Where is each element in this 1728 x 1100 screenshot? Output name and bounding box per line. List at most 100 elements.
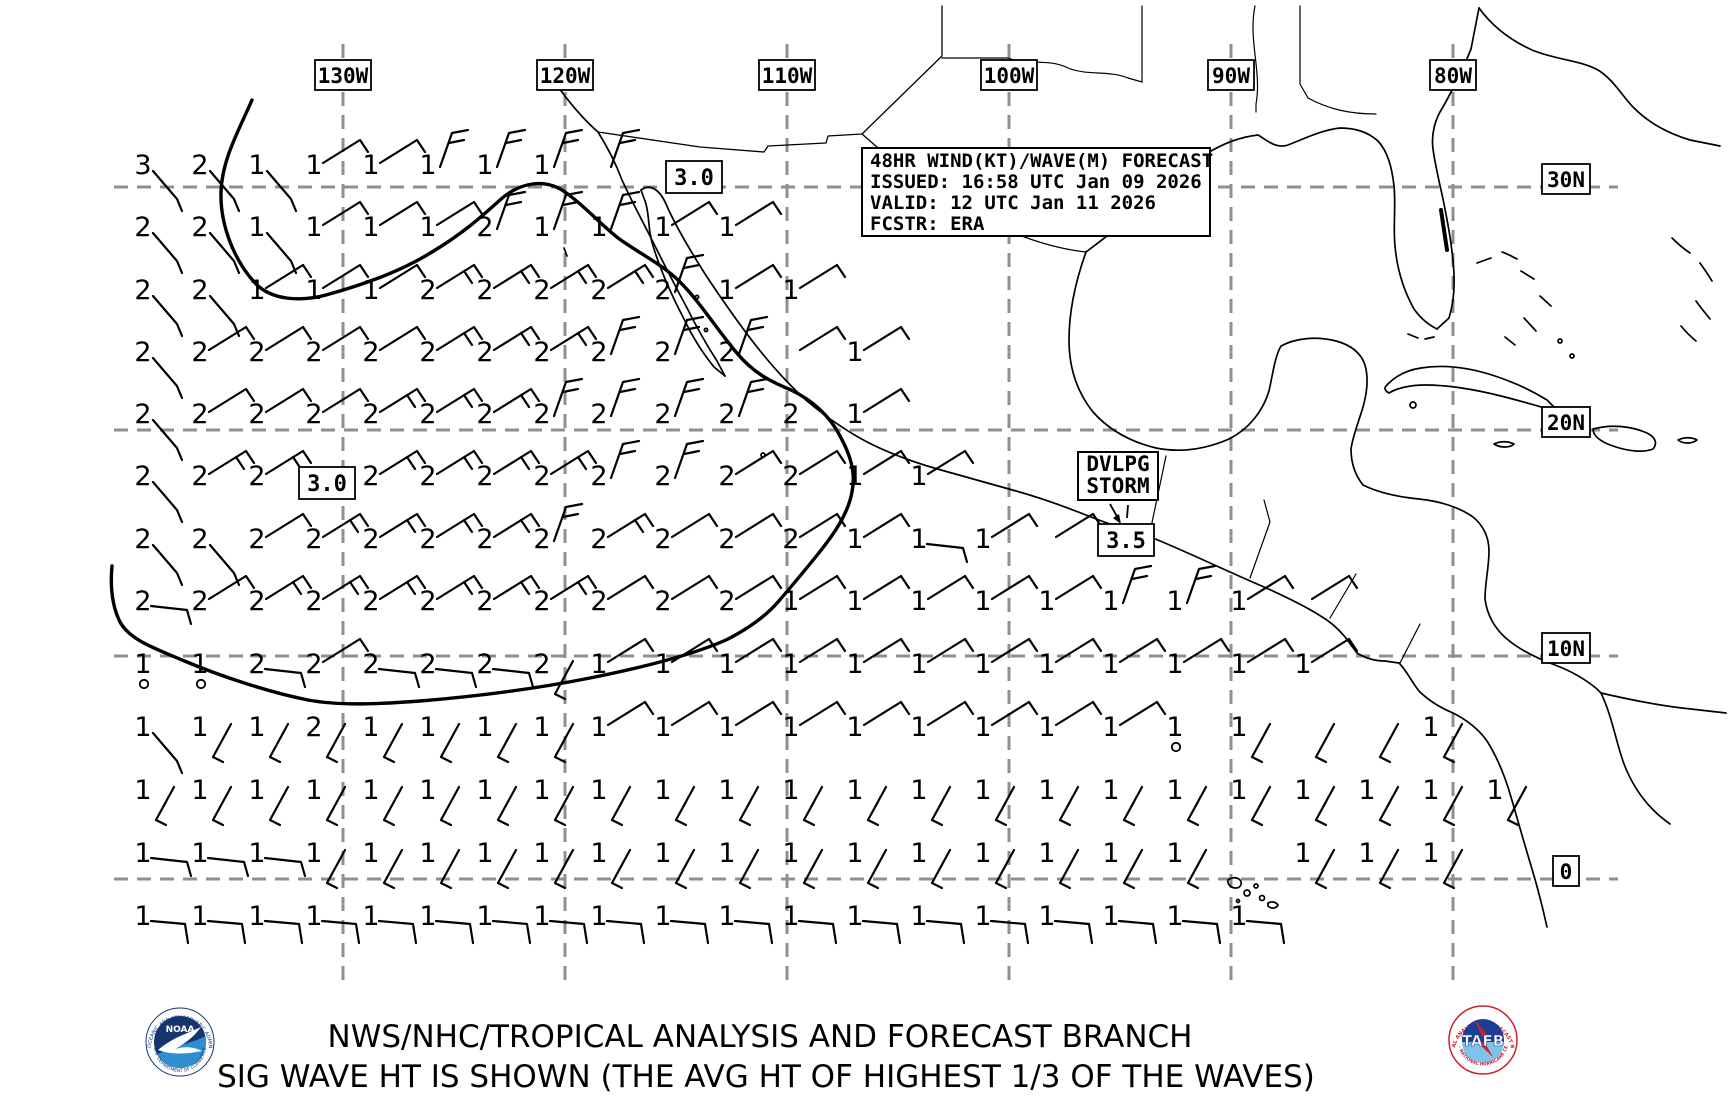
wind-barb-icon bbox=[492, 325, 541, 352]
wind-barb-cell: 1 bbox=[846, 325, 911, 368]
wind-barb-cell: 2 bbox=[590, 574, 655, 617]
wind-barb-icon bbox=[268, 785, 290, 827]
wind-barb-icon bbox=[606, 700, 655, 727]
wind-barb-icon bbox=[738, 785, 760, 827]
wave-height-value: 1 bbox=[1166, 712, 1183, 743]
wave-height-value: 1 bbox=[1230, 586, 1247, 617]
wind-barb-icon bbox=[1054, 637, 1103, 664]
wave-height-value: 2 bbox=[718, 586, 735, 617]
wave-height-value: 1 bbox=[910, 461, 927, 492]
wind-barb-cell: 1 bbox=[305, 200, 370, 243]
wind-barb-icon bbox=[1378, 785, 1400, 827]
wind-barb-cell: 2 bbox=[533, 574, 598, 617]
wind-barb-cell: 1 bbox=[846, 512, 911, 555]
wind-barb-icon bbox=[154, 785, 176, 827]
wind-barb-cell: 1 bbox=[846, 387, 911, 430]
wind-barb-icon bbox=[264, 512, 313, 539]
wind-barb-icon bbox=[492, 387, 541, 414]
wind-barb-cell: 1 bbox=[718, 637, 783, 680]
wave-height-value: 2 bbox=[476, 649, 493, 680]
wave-contour-label: 3.0 bbox=[307, 472, 347, 497]
wind-barb-cell: 2 bbox=[362, 512, 427, 555]
wave-height-value: 2 bbox=[134, 586, 151, 617]
wave-height-value: 1 bbox=[974, 524, 991, 555]
wave-height-value: 1 bbox=[362, 212, 379, 243]
wave-height-value: 1 bbox=[718, 712, 735, 743]
wind-barb-icon bbox=[207, 574, 256, 601]
wind-barb-icon bbox=[321, 325, 370, 352]
wind-barb-icon bbox=[1118, 700, 1167, 727]
wind-barb-icon bbox=[1245, 919, 1286, 945]
wind-barb-icon bbox=[606, 637, 655, 664]
wind-barb-cell: 1 bbox=[910, 775, 952, 827]
wave-height-value: 1 bbox=[590, 212, 607, 243]
wave-height-value: 2 bbox=[533, 524, 550, 555]
wave-height-value: 1 bbox=[846, 775, 863, 806]
wind-barb-cell: 1 bbox=[846, 775, 888, 827]
wind-barb-icon bbox=[1181, 919, 1222, 945]
wind-barb-icon bbox=[925, 542, 969, 564]
wave-height-value: 2 bbox=[419, 649, 436, 680]
wind-barb-cell: 1 bbox=[476, 901, 532, 945]
wave-height-value: 2 bbox=[305, 399, 322, 430]
wind-barb-icon bbox=[265, 231, 298, 275]
wave-height-value: 1 bbox=[419, 901, 436, 932]
wind-barb-icon bbox=[925, 919, 966, 945]
wave-height-value: 1 bbox=[1294, 838, 1311, 869]
wind-barb-icon bbox=[862, 700, 911, 727]
wave-height-value: 2 bbox=[782, 461, 799, 492]
wave-height-value: 1 bbox=[419, 212, 436, 243]
coast-florida-keys bbox=[1407, 333, 1435, 340]
latitude-label-box bbox=[1541, 406, 1591, 438]
wave-height-value: 1 bbox=[782, 775, 799, 806]
wave-height-value: 1 bbox=[846, 461, 863, 492]
wind-barb-icon bbox=[149, 604, 193, 626]
wave-height-value: 2 bbox=[191, 461, 208, 492]
wave-height-value: 1 bbox=[1294, 775, 1311, 806]
wave-height-value: 1 bbox=[718, 775, 735, 806]
wind-barb-cell: 2 bbox=[654, 512, 719, 555]
wind-barb-cell bbox=[1378, 722, 1400, 764]
wind-barb-icon bbox=[1246, 637, 1295, 664]
wind-barb-icon bbox=[606, 263, 655, 290]
wind-barb-cell: 1 bbox=[590, 637, 655, 680]
wind-barb-icon bbox=[495, 128, 527, 169]
wind-barb-cell: 1 bbox=[910, 700, 975, 743]
wind-barb-icon bbox=[378, 263, 427, 290]
wave-height-value: 2 bbox=[191, 275, 208, 306]
wind-barb-icon bbox=[549, 574, 598, 601]
wind-barb-icon bbox=[862, 449, 911, 476]
coast-florida-east bbox=[1431, 7, 1480, 330]
wave-height-value: 1 bbox=[1038, 586, 1055, 617]
wave-height-value: 1 bbox=[191, 901, 208, 932]
wind-barb-icon bbox=[1250, 785, 1272, 827]
wind-barb-icon bbox=[435, 263, 484, 290]
longitude-label-80W: 80W bbox=[1434, 64, 1472, 88]
wind-barb-icon bbox=[549, 263, 598, 290]
wave-height-value: 2 bbox=[533, 649, 550, 680]
wind-barb-icon bbox=[798, 325, 847, 352]
longitude-label-box bbox=[758, 59, 816, 91]
wind-barb-cell: 1 bbox=[1166, 564, 1217, 617]
wind-barb-cell: 2 bbox=[533, 502, 584, 555]
wind-barb-cell: 1 bbox=[134, 838, 193, 878]
wave-height-value: 1 bbox=[846, 524, 863, 555]
longitude-label-90W: 90W bbox=[1212, 64, 1250, 88]
wind-barb-icon bbox=[548, 919, 589, 945]
wave-height-value: 2 bbox=[476, 275, 493, 306]
wind-barb-cell: 1 bbox=[846, 838, 888, 890]
wind-barb-cell: 2 bbox=[654, 253, 705, 306]
wind-barb-icon bbox=[802, 848, 824, 890]
wind-barb-icon bbox=[862, 574, 911, 601]
wind-barb-cell: 2 bbox=[782, 399, 799, 430]
wind-barb-icon bbox=[1314, 848, 1336, 890]
wind-barb-cell: 2 bbox=[476, 512, 541, 555]
wave-height-value: 2 bbox=[134, 212, 151, 243]
wind-barb-icon bbox=[321, 387, 370, 414]
wave-height-value: 2 bbox=[419, 275, 436, 306]
calm-wind-icon bbox=[138, 678, 150, 690]
wind-barb-cell: 1 bbox=[1166, 901, 1222, 945]
wind-barb-cell: 1 bbox=[718, 775, 760, 827]
wind-barb-cell: 1 bbox=[134, 712, 184, 775]
wave-height-value: 1 bbox=[590, 901, 607, 932]
